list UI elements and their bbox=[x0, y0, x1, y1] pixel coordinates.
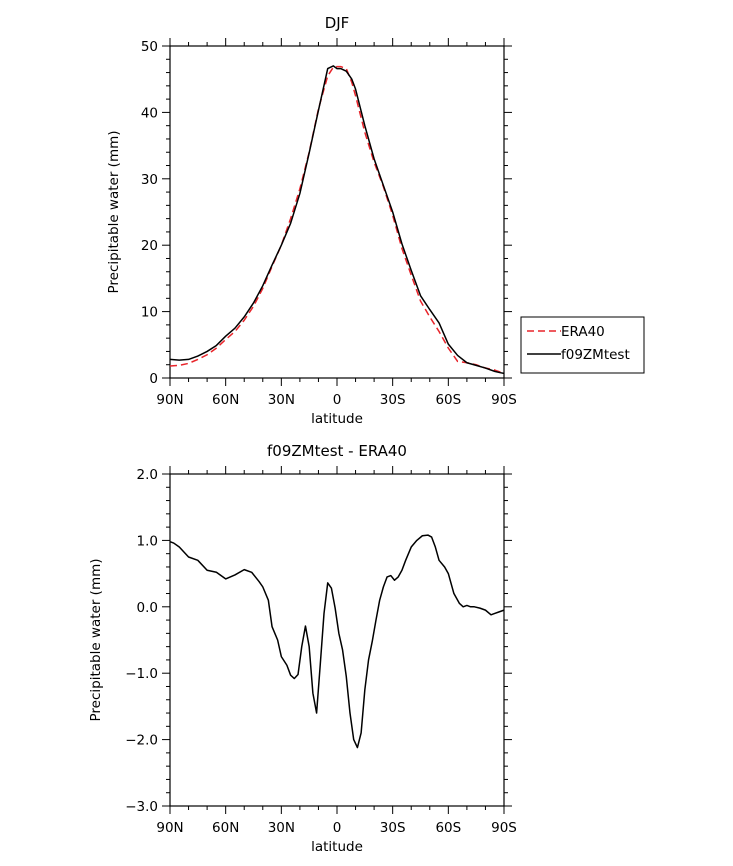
y-tick-label: 20 bbox=[141, 238, 158, 254]
y-tick-label: 0.0 bbox=[137, 600, 158, 616]
y-tick-label: 30 bbox=[141, 172, 158, 188]
y-tick-label: −1.0 bbox=[125, 666, 158, 682]
plot-frame bbox=[169, 473, 505, 807]
x-tick-label: 30N bbox=[268, 820, 295, 836]
plot-frame bbox=[169, 45, 505, 379]
x-tick-label: 60S bbox=[435, 820, 461, 836]
x-tick-label: 90N bbox=[156, 820, 183, 836]
x-tick-label: 30N bbox=[268, 392, 295, 408]
x-tick-label: 30S bbox=[380, 392, 406, 408]
panel-djf: DJF 90N 60N 30N 0 30S 60S 90S 0 10 20 30 40 50 latitud… bbox=[106, 14, 645, 427]
legend: ERA40 f09ZMtest bbox=[520, 316, 645, 374]
x-tick-label: 60N bbox=[212, 392, 239, 408]
legend-box bbox=[520, 316, 645, 374]
x-tick-label: 0 bbox=[333, 820, 342, 836]
y-tick-label: 0 bbox=[149, 371, 158, 387]
x-tick-label: 90S bbox=[491, 820, 517, 836]
chart-title: f09ZMtest - ERA40 bbox=[267, 442, 407, 460]
legend-label: ERA40 bbox=[561, 324, 605, 340]
y-tick-label: 1.0 bbox=[137, 533, 158, 549]
x-tick-label: 60S bbox=[435, 392, 461, 408]
y-tick-label: 50 bbox=[141, 39, 158, 55]
series-line-difference bbox=[169, 534, 505, 749]
y-tick-label: 2.0 bbox=[137, 467, 158, 483]
x-tick-label: 90S bbox=[491, 392, 517, 408]
x-tick-label: 90N bbox=[156, 392, 183, 408]
y-axis-label: Precipitable water (mm) bbox=[106, 130, 122, 293]
x-axis-label: latitude bbox=[311, 411, 363, 427]
x-tick-label: 0 bbox=[333, 392, 342, 408]
x-axis-label: latitude bbox=[311, 839, 363, 855]
chart-title: DJF bbox=[325, 14, 350, 32]
y-tick-label: 40 bbox=[141, 105, 158, 121]
y-tick-label: −2.0 bbox=[125, 733, 158, 749]
y-axis-label: Precipitable water (mm) bbox=[88, 558, 104, 721]
panel-difference: f09ZMtest - ERA40 90N 60N 30N 0 30S 60S 90S −3.0… bbox=[88, 442, 517, 855]
x-tick-label: 30S bbox=[380, 820, 406, 836]
series-line-era40 bbox=[169, 65, 505, 374]
y-tick-label: −3.0 bbox=[125, 799, 158, 815]
y-tick-label: 10 bbox=[141, 305, 158, 321]
legend-label: f09ZMtest bbox=[561, 347, 630, 363]
series-line-f09zmtest bbox=[169, 65, 505, 375]
x-tick-label: 60N bbox=[212, 820, 239, 836]
